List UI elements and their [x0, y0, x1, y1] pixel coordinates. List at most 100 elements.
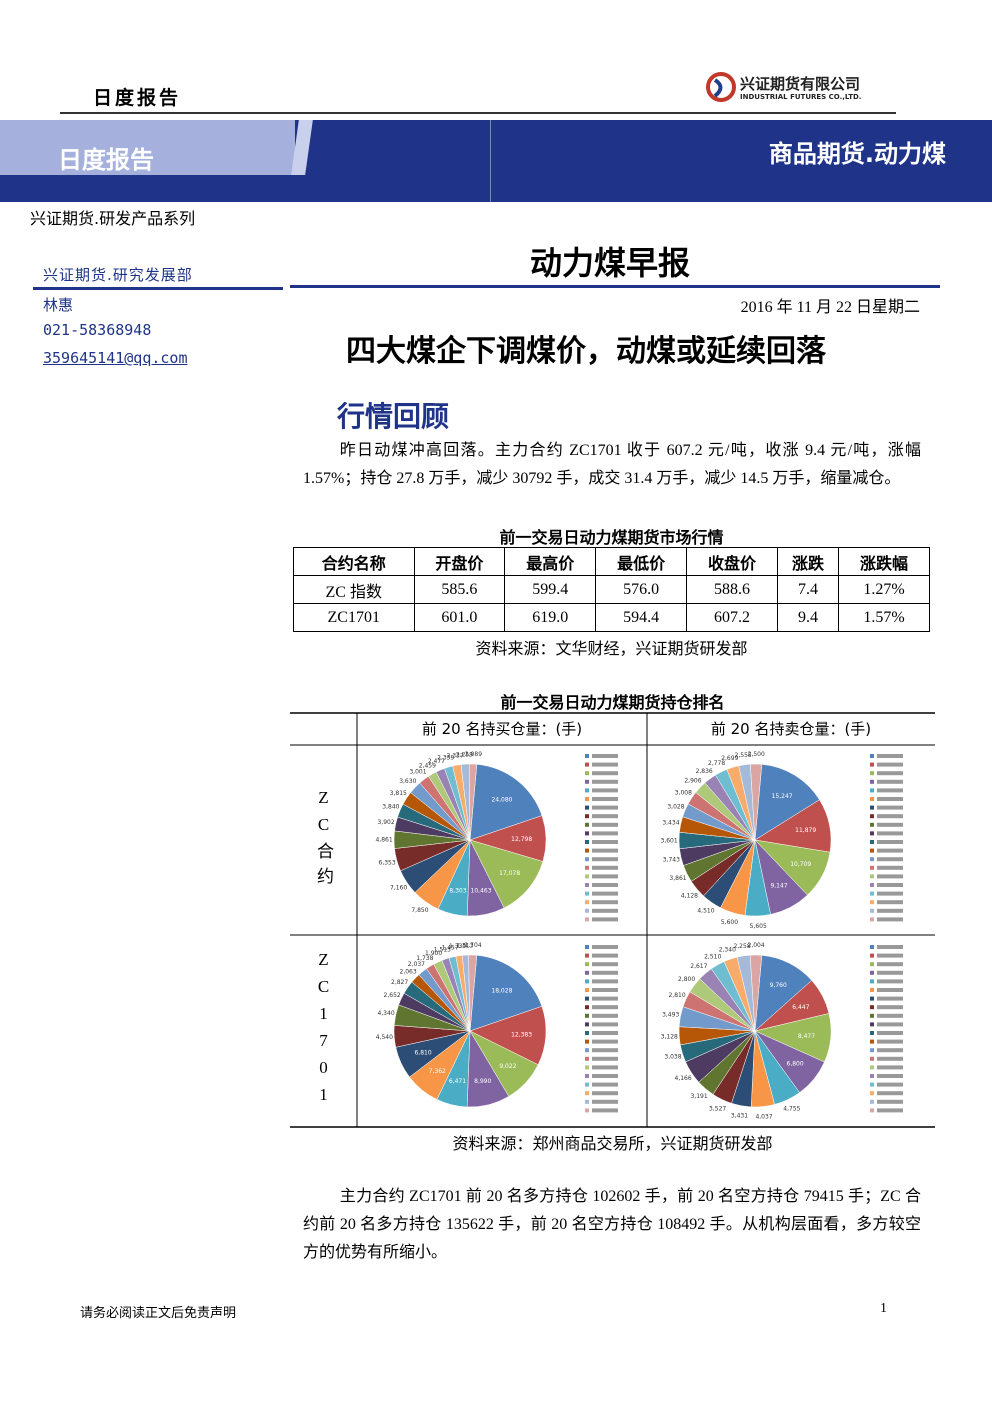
- legend-text-stub: [592, 962, 618, 967]
- legend-swatch: [870, 945, 874, 949]
- legend-swatch: [870, 814, 874, 819]
- legend-text-stub: [592, 891, 618, 896]
- legend-swatch: [870, 805, 874, 810]
- table-cell: 619.0: [504, 603, 597, 632]
- sidebar-email[interactable]: 359645141@qq.com: [43, 349, 188, 367]
- slice-label: 24,080: [491, 796, 512, 803]
- legend-text-stub: [592, 788, 618, 793]
- legend-swatch: [585, 1022, 589, 1027]
- slice-label: 2,555: [735, 752, 752, 759]
- legend-text-stub: [592, 831, 618, 836]
- legend-swatch: [585, 979, 589, 984]
- slice-label: 4,128: [681, 892, 698, 899]
- pie-slice: [754, 764, 820, 841]
- legend-text-stub: [592, 1031, 618, 1035]
- legend-swatch: [585, 996, 589, 1001]
- legend-text-stub: [592, 1022, 618, 1027]
- legend-swatch: [870, 857, 874, 862]
- table-cell: ZC 指数: [293, 575, 415, 604]
- legend-text-stub: [592, 797, 618, 801]
- slice-label: 2,063: [400, 968, 417, 975]
- slice-label: 10,463: [471, 887, 492, 894]
- legend-text-stub: [877, 822, 903, 827]
- legend-text-stub: [877, 831, 903, 836]
- legend-text-stub: [877, 945, 903, 949]
- title-rule: [290, 285, 940, 288]
- legend-swatch: [870, 988, 874, 992]
- legend-text-stub: [592, 945, 618, 949]
- slice-label: 3,815: [390, 790, 407, 797]
- page-number: 1: [880, 1301, 887, 1316]
- slice-label: 9,022: [499, 1063, 516, 1070]
- legend-text-stub: [877, 891, 903, 896]
- legend-swatch: [870, 900, 874, 905]
- slice-label: 8,990: [474, 1078, 491, 1085]
- legend-swatch: [870, 908, 874, 913]
- slice-label: 4,037: [755, 1113, 772, 1120]
- legend-swatch: [870, 831, 874, 836]
- row-label: ZC合约: [314, 788, 333, 892]
- legend-swatch: [585, 1039, 589, 1044]
- legend-swatch: [585, 857, 589, 862]
- legend-swatch: [870, 848, 874, 853]
- table-cell: 7.4: [776, 575, 840, 604]
- slice-label: 2,037: [408, 961, 425, 968]
- legend-swatch: [870, 962, 874, 967]
- legend-text-stub: [877, 874, 903, 879]
- legend-swatch: [585, 1108, 589, 1113]
- header-tag: 日度报告: [93, 87, 182, 109]
- legend-swatch: [585, 970, 589, 975]
- legend-text-stub: [877, 1005, 903, 1010]
- legend-swatch: [585, 754, 589, 758]
- legend-swatch: [870, 762, 874, 767]
- slice-label: 2,089: [465, 751, 482, 758]
- legend-text-stub: [592, 979, 618, 984]
- legend-text-stub: [877, 779, 903, 784]
- positions-title: 前一交易日动力煤期货持仓排名: [500, 693, 725, 712]
- legend-swatch: [870, 1065, 874, 1070]
- legend-swatch: [585, 1082, 589, 1087]
- legend-text-stub: [592, 754, 618, 758]
- legend-swatch: [870, 865, 874, 870]
- table-row: ZC1701 601.0 619.0 594.4 607.2 9.4 1.57%: [293, 603, 930, 632]
- legend-swatch: [585, 1099, 589, 1104]
- legend-text-stub: [877, 908, 903, 913]
- slice-label: 4,340: [377, 1010, 394, 1017]
- sidebar-dept: 兴证期货.研究发展部: [43, 266, 193, 284]
- legend-text-stub: [592, 840, 618, 844]
- market-table: 合约名称 开盘价 最高价 最低价 收盘价 涨跌 涨跌幅 ZC 指数 585.6 599.4 576.…: [293, 547, 930, 632]
- slice-label: 2,652: [384, 992, 401, 999]
- slice-label: 3,191: [691, 1093, 708, 1100]
- legend-swatch: [585, 840, 589, 844]
- legend-text-stub: [592, 1099, 618, 1104]
- banner-light: [0, 120, 295, 175]
- legend-text-stub: [877, 1074, 903, 1078]
- legend-swatch: [585, 908, 589, 913]
- slice-label: 2,827: [391, 979, 408, 986]
- legend-swatch: [870, 953, 874, 958]
- header-cell: 合约名称: [293, 547, 415, 576]
- table-cell: 1.57%: [838, 603, 930, 632]
- legend-text-stub: [877, 1099, 903, 1104]
- slice-label: 9,760: [770, 982, 787, 989]
- legend-swatch: [870, 1082, 874, 1087]
- slice-label: 1,513: [434, 947, 451, 954]
- slice-label: 5,600: [721, 919, 738, 926]
- legend-swatch: [870, 771, 874, 776]
- legend-text-stub: [592, 1082, 618, 1087]
- pie-slice: [469, 764, 543, 841]
- legend-text-stub: [592, 970, 618, 975]
- table-cell: 594.4: [595, 603, 688, 632]
- legend-text-stub: [592, 874, 618, 879]
- slice-label: 15,247: [772, 793, 793, 800]
- legend-swatch: [585, 1031, 589, 1035]
- slice-label: 4,540: [376, 1034, 393, 1041]
- pie-slice: [468, 763, 478, 841]
- slice-label: 7,362: [429, 1068, 446, 1075]
- legend-swatch: [870, 1022, 874, 1027]
- column-header: 前 20 名持卖仓量：(手): [711, 720, 871, 738]
- date: 2016 年 11 月 22 日星期二: [740, 299, 920, 316]
- row-label: ZC1701: [314, 950, 333, 1112]
- legend-text-stub: [592, 779, 618, 784]
